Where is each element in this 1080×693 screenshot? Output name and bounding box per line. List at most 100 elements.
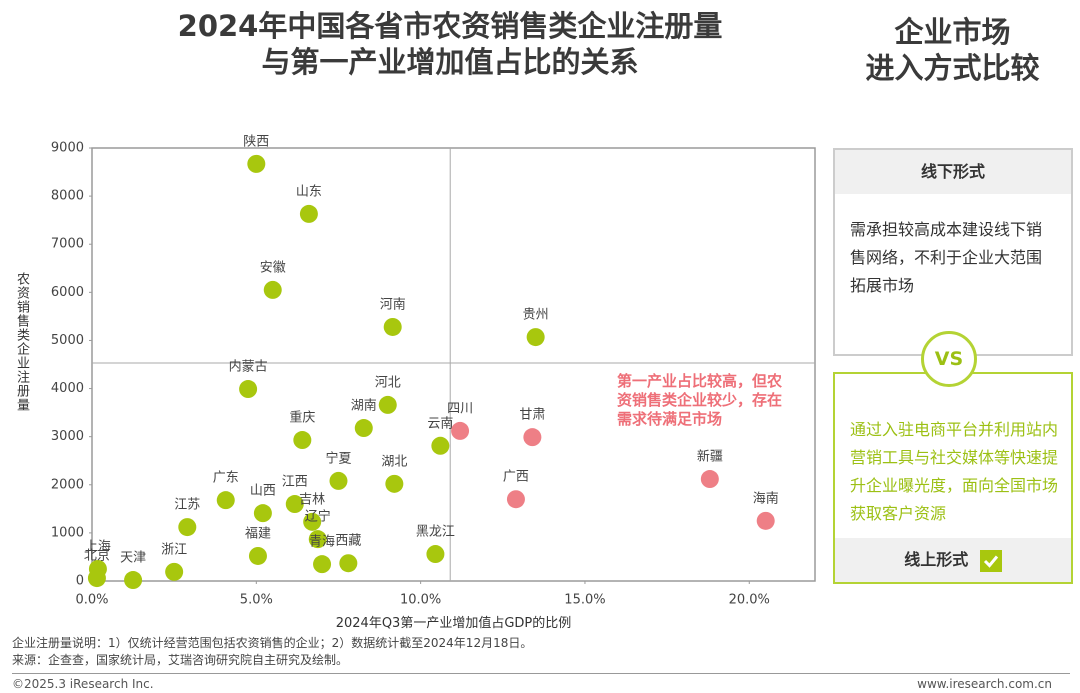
point — [165, 562, 184, 581]
point-label: 内蒙古 — [229, 359, 268, 375]
point-label: 上海 — [85, 539, 111, 554]
y-tick-label: 1000 — [51, 525, 84, 540]
point-label: 安徽 — [260, 260, 286, 275]
point-label: 广西 — [503, 470, 529, 485]
point-label: 山东 — [296, 184, 322, 199]
online-title: 线上形式 — [904, 550, 969, 569]
point-label: 四川 — [447, 401, 473, 416]
point — [239, 380, 258, 399]
point — [124, 571, 143, 590]
point — [383, 317, 402, 336]
point-label: 河北 — [375, 375, 401, 390]
annotation-line: 第一产业占比较高，但农 — [617, 372, 783, 390]
point — [248, 546, 267, 565]
y-tick-label: 6000 — [51, 285, 84, 300]
x-tick-label: 10.0% — [400, 593, 441, 608]
y-tick-label: 5000 — [51, 333, 84, 348]
x-tick-label: 15.0% — [564, 593, 605, 608]
plot-frame — [91, 147, 816, 582]
annotation-line: 资销售类企业较少，存在 — [617, 391, 783, 409]
point-label: 湖北 — [381, 454, 407, 469]
point — [87, 569, 106, 588]
point-label: 黑龙江 — [416, 525, 455, 540]
y-tick-label: 8000 — [51, 189, 84, 204]
point — [431, 436, 450, 455]
x-tick-label: 5.0% — [240, 593, 273, 608]
side-title: 企业市场 进入方式比较 — [830, 14, 1075, 86]
point-label: 重庆 — [289, 410, 315, 426]
point — [451, 421, 470, 440]
point-label: 湖南 — [351, 398, 377, 414]
chart: 0 1000 2000 3000 4000 5000 6000 7000 8000 9000 0.0… — [51, 134, 816, 608]
footer-rule — [12, 673, 1070, 674]
point-label: 河南 — [380, 296, 406, 312]
y-tick-label: 9000 — [51, 141, 84, 156]
point — [523, 428, 542, 447]
title-line: 企业市场 — [894, 15, 1011, 49]
point-label: 贵州 — [523, 308, 549, 323]
point-label: 新疆 — [697, 449, 723, 465]
point-label: 广东 — [213, 471, 239, 486]
note: 企业注册量说明：1）仅统计经营范围包括农资销售的企业；2）数据统计截至2024年… — [12, 636, 533, 650]
point-label: 福建 — [245, 526, 271, 541]
point — [426, 545, 445, 564]
x-tick-label: 20.0% — [729, 593, 770, 608]
offline-text: 需承担较高成本建设线下销售网络，不利于企业大范围拓展市场 — [850, 220, 1043, 295]
point — [385, 474, 404, 493]
point — [308, 530, 327, 549]
point-label: 陕西 — [243, 134, 269, 149]
point-label: 山西 — [250, 484, 276, 499]
point — [299, 204, 318, 223]
point — [303, 512, 322, 531]
point — [285, 495, 304, 514]
vs-badge: VS — [921, 331, 977, 387]
point-label: 吉林 — [299, 492, 325, 507]
title-line: 2024年中国各省市农资销售类企业注册量 — [177, 9, 723, 43]
point — [506, 490, 525, 509]
point — [378, 395, 397, 414]
point — [756, 511, 775, 530]
online-text: 通过入驻电商平台并利用站内营销工具与社交媒体等快速提升企业曝光度，面向全国市场获… — [850, 420, 1059, 523]
point — [526, 328, 545, 347]
annotation: 第一产业占比较高，但农 资销售类企业较少，存在 需求待满足市场 — [617, 372, 782, 429]
point-label: 北京 — [84, 549, 110, 564]
notes: 企业注册量说明：1）仅统计经营范围包括农资销售的企业；2）数据统计截至2024年… — [12, 635, 532, 669]
title-line: 与第一产业增加值占比的关系 — [261, 45, 639, 79]
point-label: 天津 — [120, 551, 146, 566]
x-tick-label: 0.0% — [75, 593, 108, 608]
online-box: 通过入驻电商平台并利用站内营销工具与社交媒体等快速提升企业曝光度，面向全国市场获… — [833, 372, 1073, 584]
point-label: 辽宁 — [305, 509, 331, 525]
point-label: 甘肃 — [519, 408, 545, 423]
offline-title: 线下形式 — [835, 150, 1071, 194]
point-label: 江西 — [282, 475, 308, 490]
point — [247, 154, 266, 173]
point-label: 宁夏 — [325, 450, 351, 466]
point — [216, 491, 235, 510]
title-line: 进入方式比较 — [865, 51, 1040, 85]
y-tick-label: 2000 — [51, 477, 84, 492]
copyright: ©2025.3 iResearch Inc. — [12, 677, 154, 691]
point — [700, 470, 719, 489]
point — [293, 431, 312, 450]
point — [313, 555, 332, 574]
point-label: 浙江 — [161, 542, 187, 557]
point — [339, 554, 358, 573]
y-tick-label: 0 — [76, 574, 84, 589]
point — [263, 280, 282, 299]
note: 来源：企查查，国家统计局，艾瑞咨询研究院自主研究及绘制。 — [12, 653, 349, 667]
point — [253, 504, 272, 523]
online-footer: 线上形式 — [835, 538, 1071, 582]
point-label: 云南 — [427, 415, 453, 431]
point — [178, 518, 197, 537]
offline-box: 线下形式 需承担较高成本建设线下销售网络，不利于企业大范围拓展市场 — [833, 148, 1073, 356]
y-axis-label: 农资销售类企业注册量 — [14, 272, 29, 412]
y-tick-label: 3000 — [51, 429, 84, 444]
point — [329, 471, 348, 490]
website: www.iresearch.com.cn — [917, 677, 1052, 691]
check-icon — [979, 549, 1002, 572]
annotation-line: 需求待满足市场 — [617, 410, 723, 428]
y-tick-label: 4000 — [51, 381, 84, 396]
point-label: 西藏 — [335, 534, 361, 549]
point-label: 青海 — [309, 535, 335, 550]
